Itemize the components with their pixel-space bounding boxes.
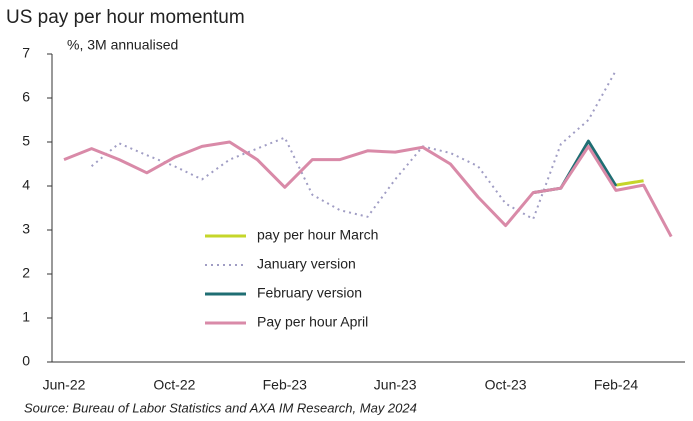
y-tick-label: 6 bbox=[22, 89, 30, 105]
series-line bbox=[63, 140, 673, 238]
y-tick-label: 5 bbox=[22, 133, 30, 149]
x-tick-label: Jun-22 bbox=[43, 377, 86, 393]
x-tick-label: Feb-24 bbox=[594, 377, 639, 393]
y-tick-label: 4 bbox=[22, 177, 30, 193]
legend-label: Pay per hour April bbox=[257, 314, 368, 330]
x-tick-label: Jun-23 bbox=[374, 377, 417, 393]
legend-label: January version bbox=[257, 256, 356, 272]
x-tick-label: Oct-22 bbox=[153, 377, 195, 393]
legend-label: February version bbox=[257, 285, 362, 301]
y-tick-label: 2 bbox=[22, 265, 30, 281]
chart-title: US pay per hour momentum bbox=[6, 7, 245, 28]
series-line bbox=[90, 69, 617, 220]
x-tick-label: Feb-23 bbox=[263, 377, 308, 393]
source-note: Source: Bureau of Labor Statistics and A… bbox=[24, 400, 417, 415]
series-line bbox=[615, 179, 644, 187]
y-axis-label: %, 3M annualised bbox=[67, 37, 178, 53]
x-tick-label: Oct-23 bbox=[485, 377, 527, 393]
y-tick-label: 1 bbox=[22, 309, 30, 325]
legend-label: pay per hour March bbox=[257, 227, 378, 243]
y-tick-label: 0 bbox=[22, 353, 30, 369]
y-tick-label: 3 bbox=[22, 221, 30, 237]
y-tick-label: 7 bbox=[22, 45, 30, 61]
